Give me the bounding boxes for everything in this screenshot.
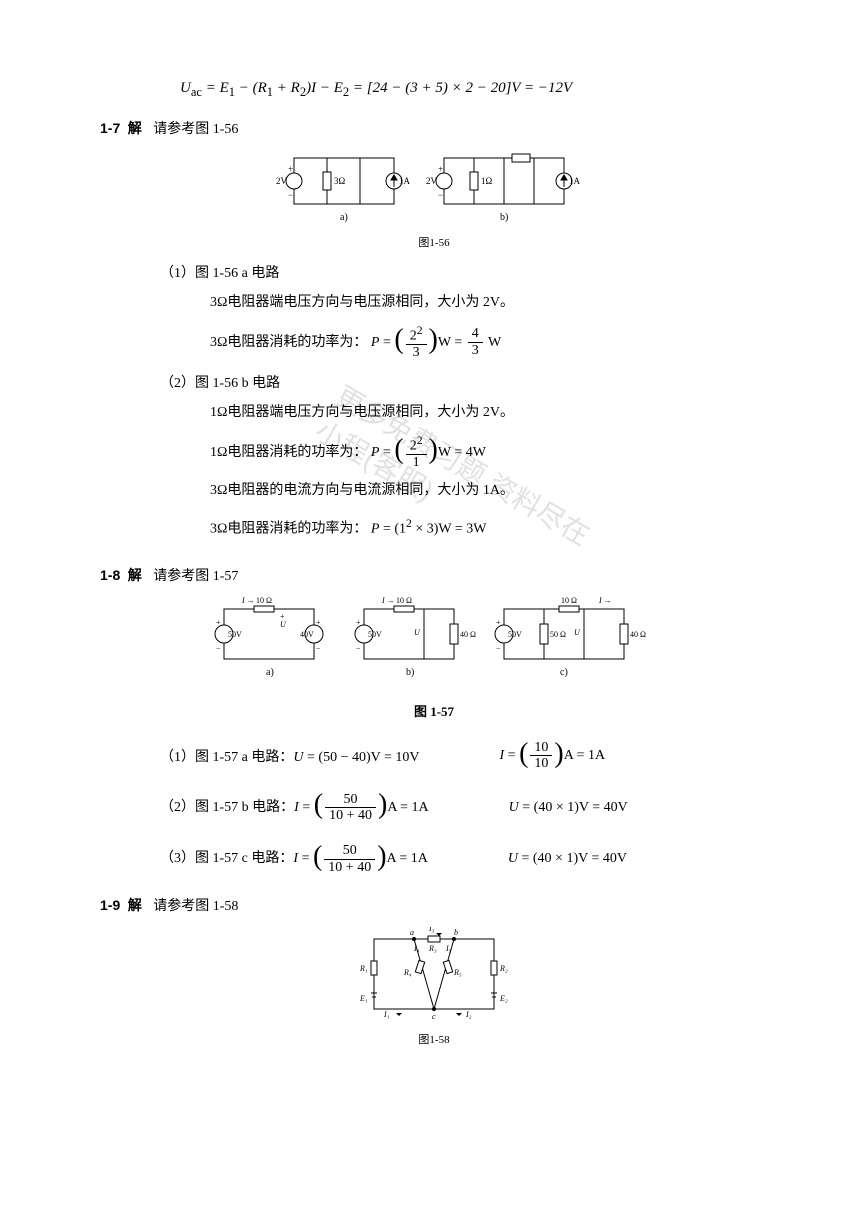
figure-1-57-caption: 图 1-57 [100,701,768,720]
answer-1-57a: （1）图 1-57 a 电路：U = (50 − 40)V = 10V I = … [160,740,768,772]
svg-text:c): c) [560,667,568,678]
svg-text:50V: 50V [508,630,522,639]
svg-text:R₄: R₄ [403,968,412,977]
svg-text:a: a [410,928,414,937]
svg-text:−: − [216,644,221,653]
svg-text:U: U [414,628,421,637]
circuit-1-57-svg: 50V + − 10 Ω I → + U 40V + − a) [204,597,664,687]
svg-text:2V: 2V [276,176,288,186]
svg-text:2V: 2V [426,176,438,186]
svg-text:R₅: R₅ [453,968,462,977]
svg-text:−: − [316,644,321,653]
svg-text:E₁: E₁ [359,994,368,1003]
svg-text:I₅: I₅ [445,944,452,953]
part-1-56b-formula1: 1Ω电阻器消耗的功率为： P = (221)W = 4W [210,435,768,470]
part-1-56b-formula2: 3Ω电阻器消耗的功率为： P = (12 × 3)W = 3W [210,513,768,543]
svg-text:+: + [288,164,293,174]
figure-1-58: a b c I₃ I₄ I₅ R₃ R₁ R₂ R₄ R₅ E₁ E₂ I₁ I… [100,927,768,1047]
figure-1-56-caption: 图1-56 [100,234,768,250]
part-1-56b-head: （2）图 1-56 b 电路 [160,372,768,392]
section-number: 1-9 [100,897,120,913]
section-1-9-header: 1-9 解 请参考图 1-58 [100,895,768,915]
page-content: Uac = E1 − (R1 + R2)I − E2 = [24 − (3 + … [100,80,768,1047]
section-text: 请参考图 1-56 [153,122,238,137]
svg-text:40 Ω: 40 Ω [630,630,646,639]
part-1-56b-line1: 1Ω电阻器端电压方向与电压源相同，大小为 2V。 [210,400,768,427]
svg-text:I →: I → [381,597,395,605]
svg-text:R₂: R₂ [499,964,508,973]
svg-text:+: + [316,618,321,627]
svg-text:I →: I → [598,597,612,605]
solution-label: 解 [128,122,142,137]
svg-text:U: U [574,628,581,637]
svg-text:U: U [280,620,287,629]
svg-text:b): b) [406,667,414,678]
svg-text:E₂: E₂ [499,994,508,1003]
answer-1-57b: （2）图 1-57 b 电路：I = (5010 + 40)A = 1A U =… [160,792,768,824]
svg-text:40 Ω: 40 Ω [460,630,476,639]
figure-1-58-caption: 图1-58 [100,1031,768,1047]
svg-text:1A: 1A [569,176,581,186]
svg-text:+: + [216,618,221,627]
svg-text:+: + [496,618,501,627]
svg-text:10 Ω: 10 Ω [396,597,412,605]
part-1-56a-formula: 3Ω电阻器消耗的功率为： P = (223)W = 43 W [210,325,768,360]
circuit-1-58-svg: a b c I₃ I₄ I₅ R₃ R₁ R₂ R₄ R₅ E₁ E₂ I₁ I… [359,927,509,1027]
svg-text:3Ω: 3Ω [514,150,526,152]
part-1-56a-head: （1）图 1-56 a 电路 [160,262,768,282]
svg-text:+: + [438,164,443,174]
svg-text:3Ω: 3Ω [334,176,346,186]
svg-text:I₄: I₄ [413,944,420,953]
equation-uac: Uac = E1 − (R1 + R2)I − E2 = [24 − (3 + … [100,80,768,100]
section-text: 请参考图 1-58 [153,899,238,914]
solution-label: 解 [128,569,142,584]
svg-text:1A: 1A [399,176,411,186]
svg-text:R₃: R₃ [428,944,437,953]
svg-text:+: + [356,618,361,627]
figure-1-57: 50V + − 10 Ω I → + U 40V + − a) [100,597,768,720]
section-1-8-header: 1-8 解 请参考图 1-57 [100,565,768,585]
svg-text:50V: 50V [228,630,242,639]
figure-1-56: 2V + − 3Ω 1A a) 2V + − [100,150,768,250]
svg-text:c: c [432,1012,436,1021]
svg-text:40V: 40V [300,630,314,639]
svg-text:a): a) [340,212,348,223]
section-number: 1-7 [100,120,120,136]
svg-text:−: − [496,644,501,653]
svg-text:I₂: I₂ [465,1010,472,1019]
svg-text:b): b) [500,212,508,223]
part-1-56b-line3: 3Ω电阻器的电流方向与电流源相同，大小为 1A。 [210,478,768,505]
part-1-56a-line1: 3Ω电阻器端电压方向与电压源相同，大小为 2V。 [210,290,768,317]
section-number: 1-8 [100,567,120,583]
svg-text:I₁: I₁ [383,1010,390,1019]
circuit-1-56-svg: 2V + − 3Ω 1A a) 2V + − [274,150,594,230]
svg-text:10 Ω: 10 Ω [256,597,272,605]
svg-text:1Ω: 1Ω [481,176,493,186]
svg-text:−: − [288,190,293,200]
svg-text:50 Ω: 50 Ω [550,630,566,639]
svg-text:50V: 50V [368,630,382,639]
svg-text:−: − [438,190,443,200]
svg-text:I →: I → [241,597,255,605]
answer-1-57c: （3）图 1-57 c 电路：I = (5010 + 40)A = 1A U =… [160,843,768,875]
svg-text:R₁: R₁ [359,964,368,973]
section-1-7-header: 1-7 解 请参考图 1-56 [100,118,768,138]
svg-text:a): a) [266,667,274,678]
solution-label: 解 [128,899,142,914]
svg-text:I₃: I₃ [428,927,435,933]
svg-text:−: − [356,644,361,653]
svg-text:b: b [454,928,458,937]
section-text: 请参考图 1-57 [153,569,238,584]
svg-text:10 Ω: 10 Ω [561,597,577,605]
